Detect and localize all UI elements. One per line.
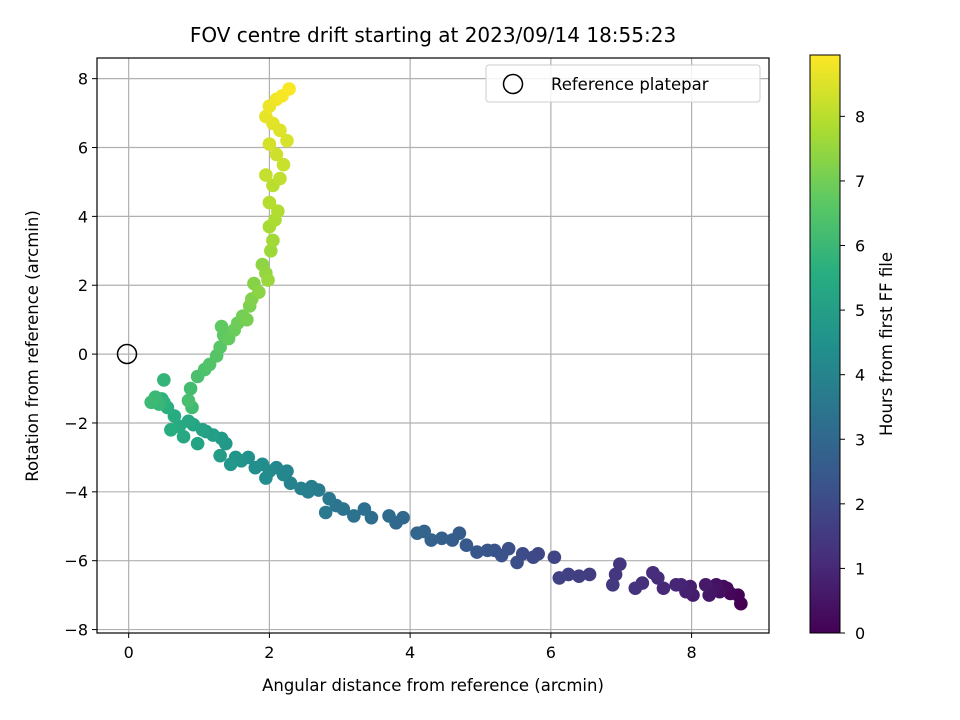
y-tick-label: 4	[78, 207, 88, 226]
legend-marker-icon	[502, 73, 524, 95]
colorbar-tick-label: 8	[855, 107, 865, 126]
data-point	[248, 460, 263, 475]
y-tick-label: 6	[78, 139, 88, 158]
colorbar-tick-label: 6	[855, 237, 865, 256]
colorbar-tick-label: 3	[855, 430, 865, 449]
data-point	[176, 429, 191, 444]
x-axis: 0 2 4 6 8	[124, 633, 697, 662]
x-axis-label: Angular distance from reference (arcmin)	[262, 676, 604, 695]
colorbar-gradient	[809, 54, 841, 634]
data-point	[572, 569, 586, 583]
data-point	[552, 571, 567, 585]
colorbar-ticks: 0 1 2 3 4 5 6 7 8	[840, 107, 865, 643]
data-point	[434, 531, 449, 546]
data-point	[656, 581, 671, 596]
data-point	[269, 147, 284, 162]
x-tick-label: 4	[405, 643, 415, 662]
y-axis: −8 −6 −4 −2 0 2 4 6 8	[64, 70, 97, 640]
data-point	[266, 233, 280, 248]
y-tick-label: 8	[78, 70, 88, 89]
x-tick-label: 6	[546, 643, 556, 662]
colorbar-tick-label: 7	[855, 172, 865, 191]
data-point	[157, 373, 171, 387]
colorbar-tick-label: 0	[855, 624, 865, 643]
colorbar: 0 1 2 3 4 5 6 7 8 Hours from first FF file	[809, 54, 896, 643]
data-point	[605, 577, 620, 592]
data-point	[470, 545, 484, 559]
colorbar-tick-label: 1	[855, 559, 865, 578]
colorbar-tick-label: 4	[855, 366, 865, 385]
data-point	[183, 381, 198, 396]
data-point	[608, 567, 623, 582]
x-tick-label: 8	[687, 643, 697, 662]
data-point	[294, 481, 308, 496]
data-point	[264, 244, 278, 258]
plot-frame	[96, 57, 770, 634]
data-point	[259, 109, 273, 124]
data-points	[144, 82, 748, 611]
y-tick-label: −2	[64, 414, 88, 433]
data-point	[261, 273, 275, 287]
data-point	[271, 204, 285, 219]
data-point	[213, 340, 227, 355]
data-point	[547, 550, 562, 565]
data-point	[646, 565, 660, 580]
data-point	[259, 471, 273, 485]
colorbar-label: Hours from first FF file	[877, 252, 896, 436]
data-point	[628, 581, 643, 596]
data-point	[347, 509, 361, 523]
y-tick-label: −4	[64, 483, 88, 502]
x-tick-label: 2	[264, 643, 274, 662]
data-point	[459, 538, 474, 553]
data-point	[262, 195, 277, 210]
data-point	[190, 436, 205, 451]
data-point	[382, 509, 396, 523]
y-axis-label: Rotation from reference (arcmin)	[23, 210, 42, 482]
data-point	[223, 457, 238, 472]
x-tick-label: 0	[124, 643, 134, 662]
data-point	[613, 557, 627, 571]
colorbar-tick-label: 5	[855, 301, 865, 320]
data-point	[259, 168, 273, 182]
data-point	[357, 502, 372, 516]
data-point	[445, 533, 460, 547]
data-point	[669, 577, 683, 592]
data-point	[410, 526, 424, 540]
y-tick-label: −6	[64, 552, 88, 571]
data-point	[480, 543, 495, 558]
data-point	[144, 395, 158, 410]
data-point	[322, 491, 337, 506]
data-point	[214, 319, 229, 334]
data-point	[164, 423, 178, 437]
legend-label: Reference platepar	[551, 75, 709, 94]
data-point	[698, 577, 713, 592]
y-tick-label: −8	[64, 621, 88, 640]
data-point	[702, 588, 716, 602]
reference-marker	[116, 343, 138, 365]
data-point	[252, 285, 266, 299]
data-point	[526, 550, 541, 565]
data-point	[181, 393, 196, 408]
data-point	[273, 171, 287, 186]
data-point	[276, 157, 291, 172]
y-tick-label: 0	[78, 345, 88, 364]
data-point	[240, 312, 254, 327]
data-point	[582, 567, 597, 582]
data-point	[318, 505, 333, 520]
chart-title: FOV centre drift starting at 2023/09/14 …	[190, 23, 676, 47]
legend: Reference platepar	[485, 64, 761, 103]
y-tick-label: 2	[78, 276, 88, 295]
data-point	[262, 137, 277, 151]
data-point	[510, 555, 524, 570]
data-point	[280, 133, 294, 148]
grid	[97, 58, 769, 633]
legend-box	[485, 64, 761, 103]
data-point	[213, 448, 227, 463]
data-point	[282, 82, 296, 96]
colorbar-tick-label: 2	[855, 495, 865, 514]
